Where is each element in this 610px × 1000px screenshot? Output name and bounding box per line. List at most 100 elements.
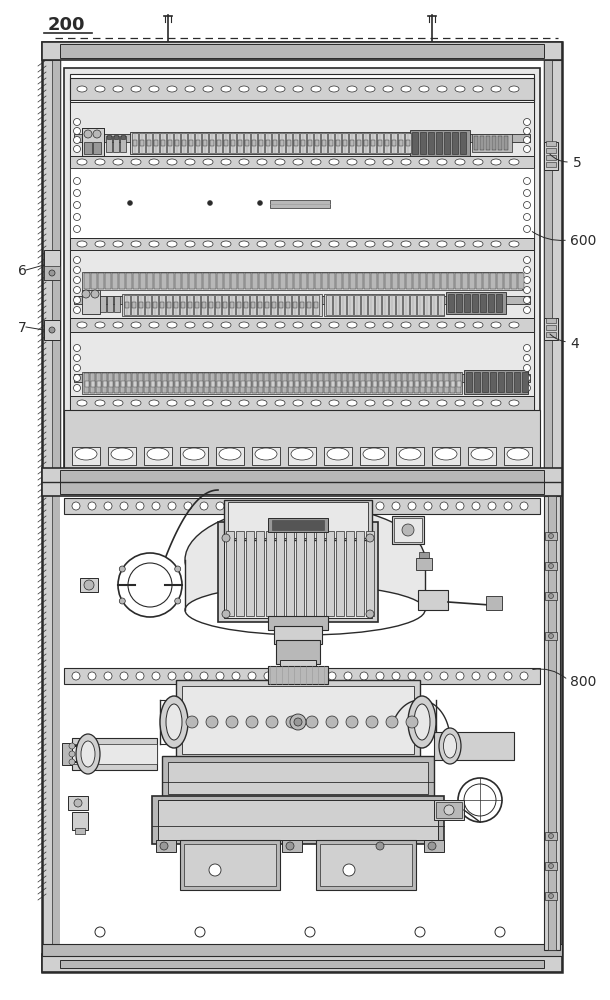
Circle shape xyxy=(456,502,464,510)
Bar xyxy=(146,133,152,153)
Bar xyxy=(222,295,228,315)
Bar xyxy=(329,273,335,289)
Bar xyxy=(307,302,311,308)
Bar xyxy=(402,373,407,393)
Bar xyxy=(361,295,367,315)
Bar xyxy=(196,273,202,289)
Ellipse shape xyxy=(167,241,177,247)
Ellipse shape xyxy=(329,159,339,165)
Text: 4: 4 xyxy=(570,337,579,351)
Bar xyxy=(276,640,320,664)
Ellipse shape xyxy=(275,86,285,92)
Bar xyxy=(300,302,304,308)
Ellipse shape xyxy=(185,400,195,406)
Bar xyxy=(544,60,552,956)
Circle shape xyxy=(104,502,112,510)
Bar xyxy=(180,373,185,393)
Bar xyxy=(545,862,557,870)
Bar xyxy=(371,140,375,146)
Circle shape xyxy=(82,290,90,298)
Ellipse shape xyxy=(131,159,141,165)
Bar xyxy=(90,373,95,393)
Bar xyxy=(265,302,269,308)
Bar xyxy=(336,373,341,393)
Bar xyxy=(175,273,181,289)
Bar xyxy=(318,373,323,393)
Ellipse shape xyxy=(293,159,303,165)
Bar xyxy=(413,273,419,289)
Bar xyxy=(286,531,294,616)
Ellipse shape xyxy=(401,241,411,247)
Bar xyxy=(230,133,236,153)
Bar xyxy=(324,373,329,393)
Bar xyxy=(80,578,98,592)
Circle shape xyxy=(523,178,531,184)
Bar xyxy=(431,295,437,315)
Bar xyxy=(234,373,239,393)
Circle shape xyxy=(216,502,224,510)
Bar xyxy=(186,373,191,393)
Circle shape xyxy=(548,863,553,868)
Circle shape xyxy=(73,296,81,304)
Ellipse shape xyxy=(76,734,100,774)
Bar xyxy=(545,892,557,900)
Bar xyxy=(444,373,449,393)
Bar xyxy=(231,273,237,289)
Bar xyxy=(224,273,230,289)
Ellipse shape xyxy=(203,241,213,247)
Bar xyxy=(70,74,534,480)
Ellipse shape xyxy=(183,448,205,460)
Circle shape xyxy=(523,226,531,232)
Bar xyxy=(364,273,370,289)
Ellipse shape xyxy=(401,400,411,406)
Bar xyxy=(373,381,376,387)
Bar xyxy=(181,381,184,387)
Bar xyxy=(466,372,472,392)
Bar xyxy=(347,295,353,315)
Circle shape xyxy=(520,672,528,680)
Circle shape xyxy=(523,344,531,352)
Bar xyxy=(132,373,137,393)
Circle shape xyxy=(73,214,81,221)
Bar xyxy=(70,250,534,318)
Bar xyxy=(265,133,271,153)
Ellipse shape xyxy=(221,241,231,247)
Circle shape xyxy=(548,834,553,838)
Bar xyxy=(545,832,557,840)
Bar xyxy=(356,133,362,153)
Ellipse shape xyxy=(160,696,188,748)
Bar xyxy=(70,168,534,238)
Ellipse shape xyxy=(437,241,447,247)
Bar xyxy=(42,42,562,972)
Ellipse shape xyxy=(221,400,231,406)
Ellipse shape xyxy=(509,400,519,406)
Bar xyxy=(321,133,327,153)
Bar xyxy=(167,302,171,308)
Bar xyxy=(72,447,100,465)
Bar xyxy=(337,381,340,387)
Ellipse shape xyxy=(437,322,447,328)
Circle shape xyxy=(523,374,531,381)
Circle shape xyxy=(73,190,81,196)
Bar xyxy=(174,373,179,393)
Bar xyxy=(293,302,297,308)
Circle shape xyxy=(548,564,553,568)
Bar xyxy=(403,381,406,387)
Bar xyxy=(264,295,270,315)
Bar xyxy=(42,42,562,60)
Bar xyxy=(472,134,512,152)
Circle shape xyxy=(200,672,208,680)
Ellipse shape xyxy=(185,241,195,247)
Bar xyxy=(455,273,461,289)
Circle shape xyxy=(523,266,531,273)
Bar xyxy=(403,295,409,315)
Bar xyxy=(268,518,328,532)
Bar xyxy=(366,531,374,616)
Ellipse shape xyxy=(221,322,231,328)
Circle shape xyxy=(73,256,81,263)
Bar xyxy=(115,381,118,387)
Bar xyxy=(257,295,263,315)
Circle shape xyxy=(248,502,256,510)
Ellipse shape xyxy=(239,400,249,406)
Bar xyxy=(474,372,480,392)
